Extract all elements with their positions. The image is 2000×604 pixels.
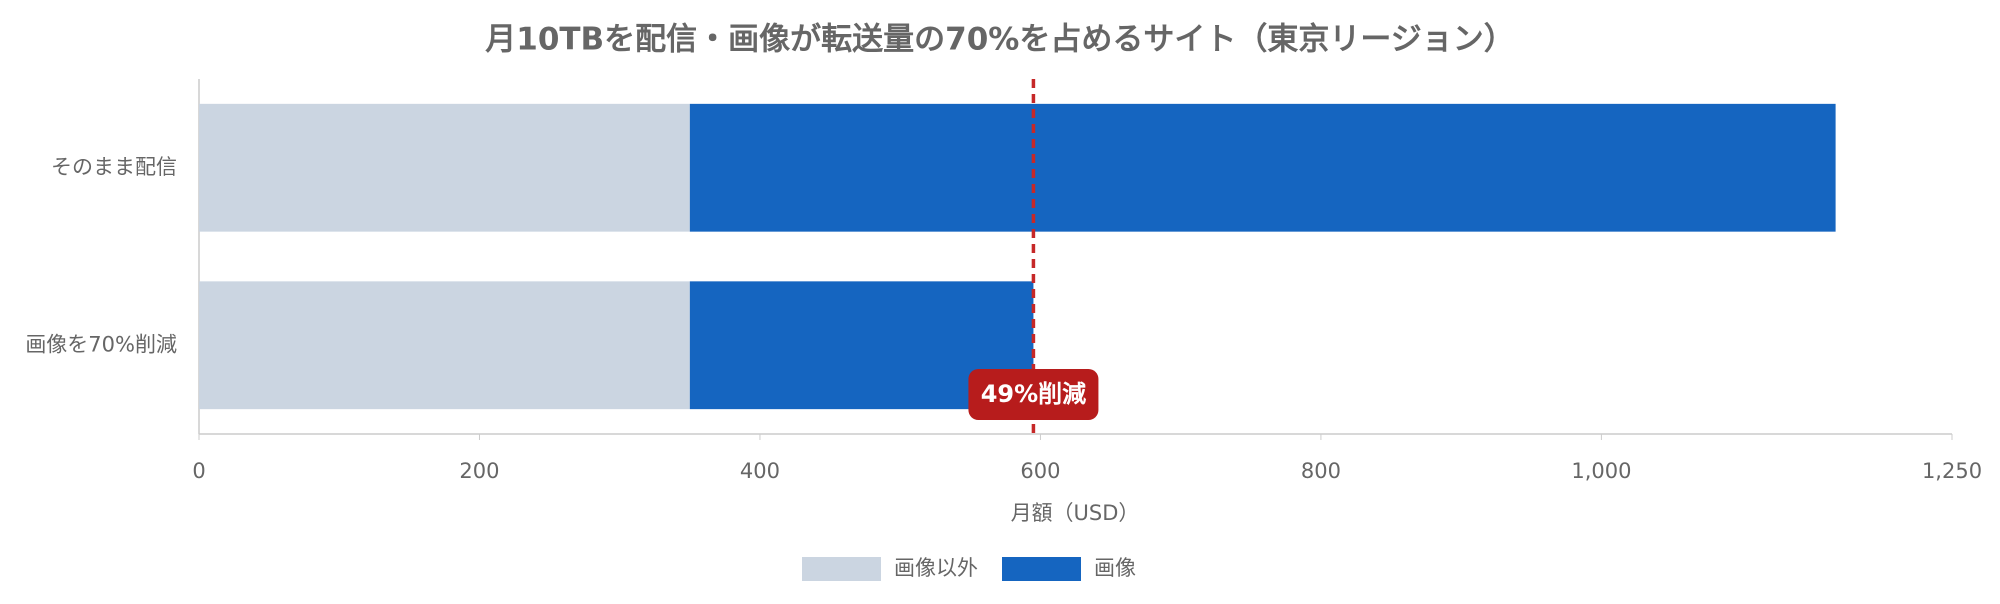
x-axis-label: 月額（USD）	[1011, 501, 1140, 525]
x-tick-label: 0	[192, 459, 205, 483]
bar-segment	[199, 281, 690, 410]
legend-label: 画像以外	[894, 556, 978, 580]
chart-title: 月10TBを配信・画像が転送量の70%を占めるサイト（東京リージョン）	[485, 22, 1515, 58]
annotation-box	[968, 369, 1099, 420]
x-tick-label: 200	[459, 459, 499, 483]
x-tick-label: 600	[1020, 459, 1060, 483]
y-tick-label: そのまま配信	[51, 155, 177, 179]
bar-segment	[199, 103, 690, 232]
annotation-label: 49%削減	[981, 380, 1086, 408]
x-tick-label: 1,000	[1571, 459, 1631, 483]
x-tick-label: 400	[740, 459, 780, 483]
legend-label: 画像	[1094, 556, 1136, 580]
legend-swatch	[802, 557, 881, 581]
bar-segment	[689, 103, 1836, 232]
legend-swatch	[1002, 557, 1081, 581]
x-tick-label: 800	[1301, 459, 1341, 483]
x-tick-label: 1,250	[1922, 459, 1982, 483]
y-tick-label: 画像を70%削減	[25, 332, 177, 356]
